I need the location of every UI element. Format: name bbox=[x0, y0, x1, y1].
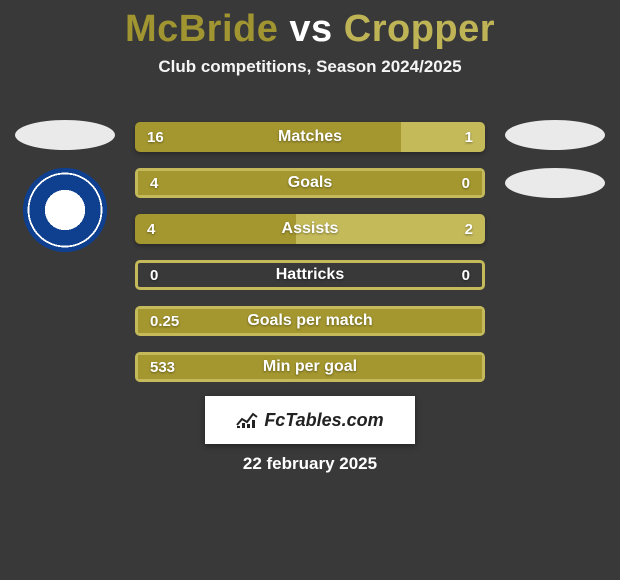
player2-name: Cropper bbox=[344, 8, 495, 50]
player1-avatar-placeholder bbox=[15, 120, 115, 150]
stat-label: Goals bbox=[138, 171, 482, 195]
stat-value-right: 1 bbox=[465, 122, 473, 152]
stat-value-left: 0 bbox=[150, 263, 158, 287]
stat-value-right: 2 bbox=[465, 214, 473, 244]
stat-value-right: 0 bbox=[462, 263, 470, 287]
player2-avatar-placeholder bbox=[505, 120, 605, 150]
right-column bbox=[490, 120, 620, 198]
stat-value-left: 0.25 bbox=[150, 309, 179, 333]
player1-name: McBride bbox=[125, 8, 278, 50]
stat-row: Goals per match0.25 bbox=[135, 306, 485, 336]
stat-row: Assists4 2 bbox=[135, 214, 485, 244]
footer-brand-text: FcTables.com bbox=[264, 410, 383, 431]
player2-club-badge-placeholder bbox=[505, 168, 605, 198]
stat-row: Min per goal533 bbox=[135, 352, 485, 382]
stat-label: Matches bbox=[135, 122, 485, 152]
date-text: 22 february 2025 bbox=[0, 454, 620, 474]
left-column bbox=[0, 120, 130, 252]
stat-label: Hattricks bbox=[138, 263, 482, 287]
stat-row: Hattricks0 0 bbox=[135, 260, 485, 290]
stat-value-left: 533 bbox=[150, 355, 175, 379]
subtitle: Club competitions, Season 2024/2025 bbox=[0, 57, 620, 77]
stat-value-right: 0 bbox=[462, 171, 470, 195]
stat-value-left: 4 bbox=[147, 214, 155, 244]
stat-row: Goals4 0 bbox=[135, 168, 485, 198]
player1-club-badge bbox=[23, 168, 107, 252]
stats-bars-container: Matches161Goals40Assists42Hattricks00Goa… bbox=[135, 122, 485, 382]
chart-icon bbox=[236, 411, 258, 429]
stat-label: Assists bbox=[135, 214, 485, 244]
stat-label: Min per goal bbox=[138, 355, 482, 379]
stat-value-left: 16 bbox=[147, 122, 164, 152]
vs-text: vs bbox=[289, 8, 332, 50]
stat-label: Goals per match bbox=[138, 309, 482, 333]
footer-brand-badge[interactable]: FcTables.com bbox=[205, 396, 415, 444]
stat-value-left: 4 bbox=[150, 171, 158, 195]
comparison-title: McBride vs Cropper bbox=[0, 0, 620, 51]
stat-row: Matches16 1 bbox=[135, 122, 485, 152]
